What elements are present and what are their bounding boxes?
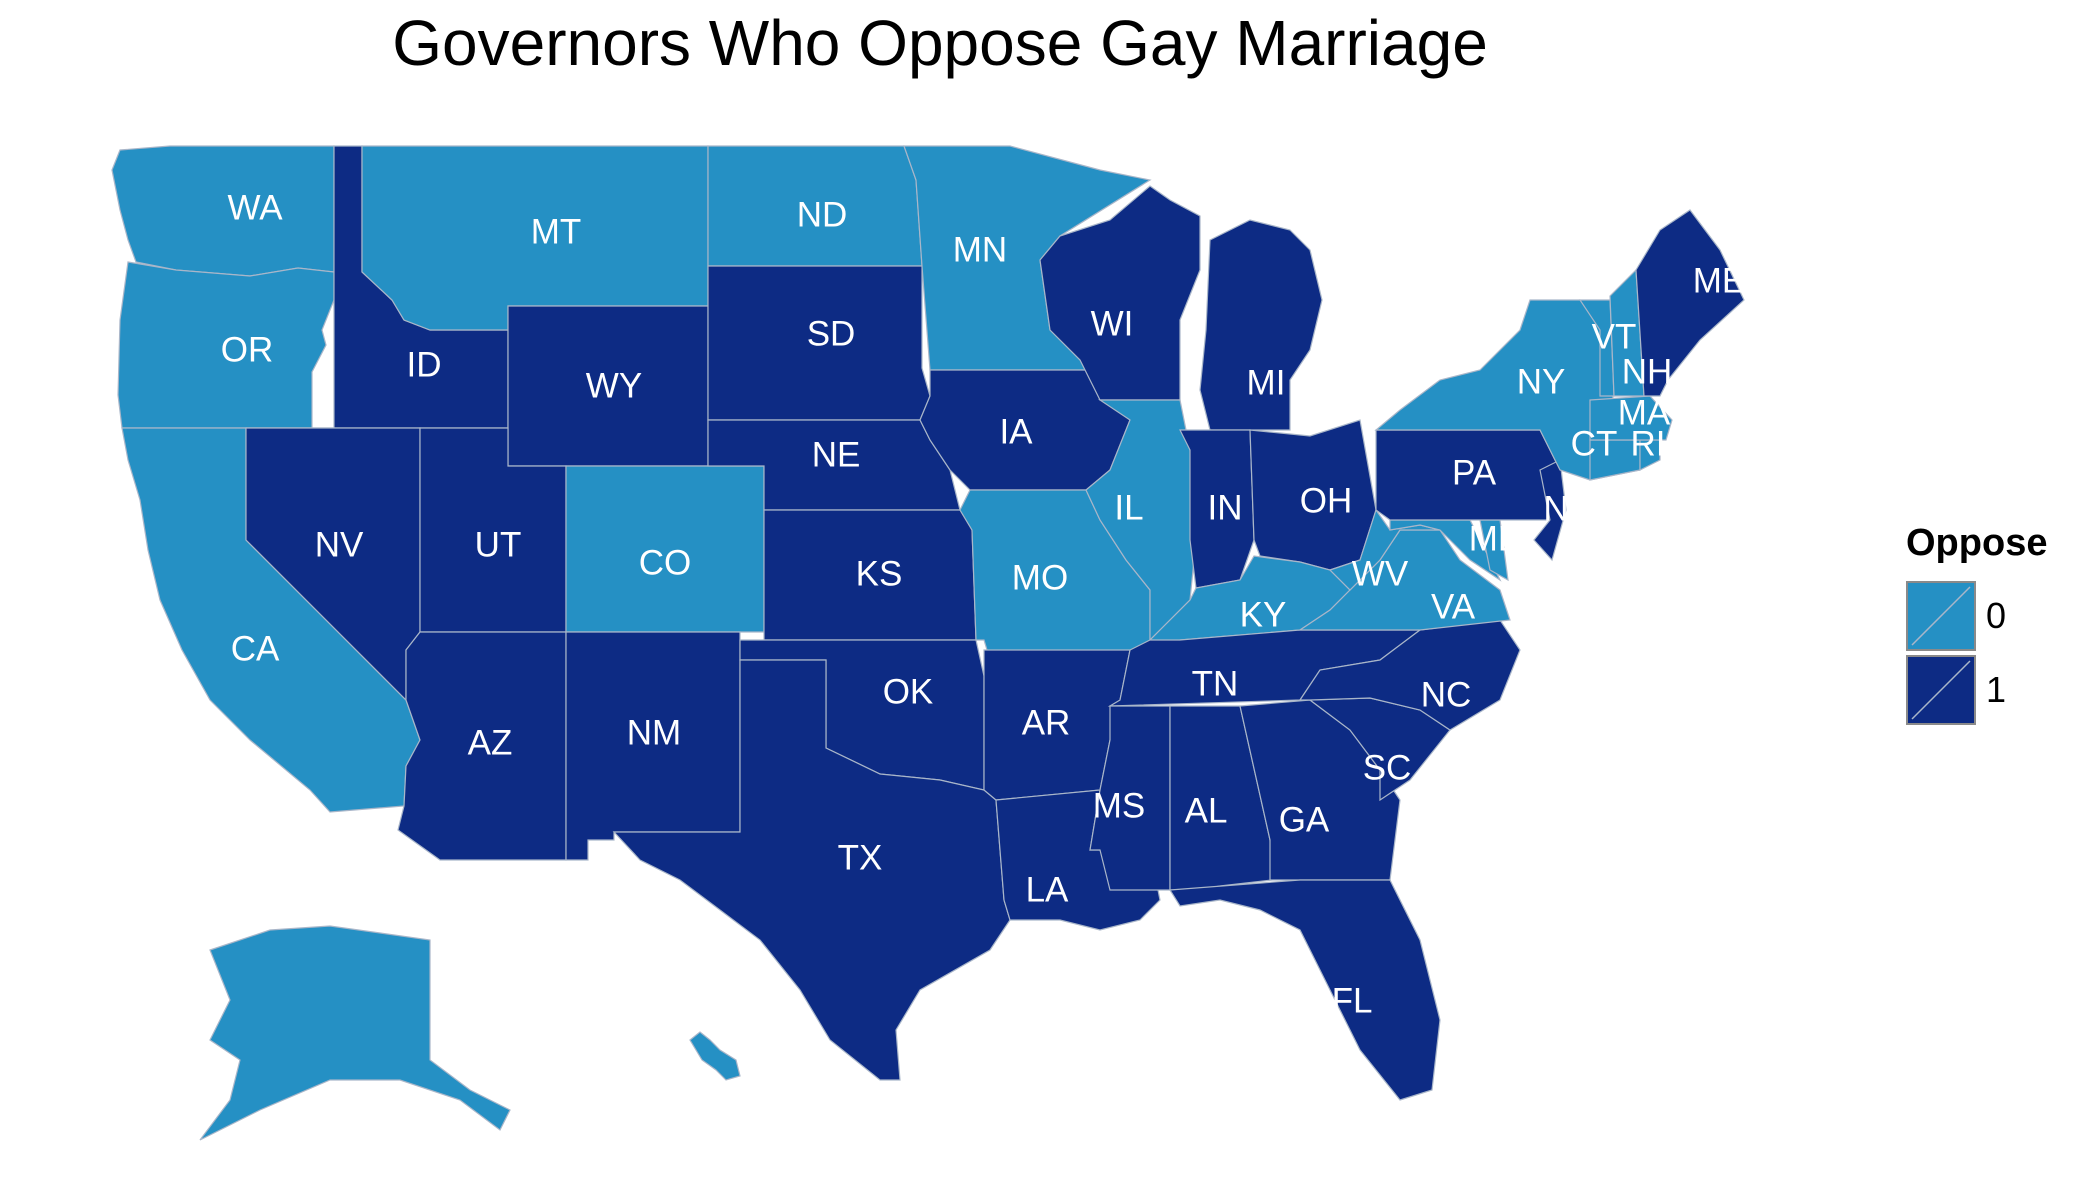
legend-item-0: 0 [1906, 579, 2076, 653]
legend-item-1: 1 [1906, 653, 2076, 727]
state-label-ks: KS [856, 554, 903, 593]
state-label-nh: NH [1622, 352, 1673, 391]
state-label-or: OR [221, 330, 274, 369]
state-label-vt: VT [1592, 317, 1637, 356]
state-label-pa: PA [1452, 453, 1497, 492]
legend: Oppose 0 1 [1906, 522, 2076, 727]
state-label-il: IL [1114, 488, 1143, 527]
state-label-sc: SC [1363, 748, 1412, 787]
state-label-ky: KY [1240, 595, 1287, 634]
state-label-id: ID [407, 345, 442, 384]
state-ak [199, 925, 511, 1141]
state-label-wa: WA [227, 188, 283, 227]
state-label-d: D [1519, 544, 1544, 583]
state-label-in: IN [1208, 488, 1243, 527]
state-label-nm: NM [627, 713, 681, 752]
state-label-md: MD [1469, 519, 1523, 558]
state-label-nc: NC [1421, 675, 1472, 714]
state-label-oh: OH [1300, 481, 1353, 520]
state-label-ma: MA [1618, 393, 1671, 432]
map-title: Governors Who Oppose Gay Marriage [392, 7, 1488, 79]
state-label-fl: FL [1332, 981, 1373, 1020]
state-label-tx: TX [838, 838, 883, 877]
state-label-sd: SD [807, 314, 856, 353]
state-or [117, 261, 335, 429]
state-vt [1578, 299, 1615, 397]
state-label-ne: NE [812, 435, 861, 474]
state-label-nv: NV [315, 525, 364, 564]
state-hi [689, 1031, 741, 1081]
state-nc [1298, 619, 1521, 731]
state-label-ms: MS [1093, 786, 1146, 825]
state-label-ia: IA [999, 412, 1033, 451]
state-label-az: AZ [468, 723, 513, 762]
state-label-va: VA [1431, 587, 1476, 626]
state-md [1389, 519, 1502, 582]
state-label-ny: NY [1517, 362, 1566, 401]
state-va [1298, 529, 1511, 631]
state-label-co: CO [639, 543, 692, 582]
state-me [1635, 209, 1745, 397]
state-label-me: ME [1693, 261, 1746, 300]
legend-title: Oppose [1906, 522, 2048, 564]
state-label-wi: WI [1091, 304, 1134, 343]
legend-key-0 [1906, 581, 1976, 651]
state-label-la: LA [1026, 870, 1069, 909]
legend-key-1 [1906, 655, 1976, 725]
state-az [397, 631, 567, 861]
state-label-ct: CT [1571, 424, 1618, 463]
state-label-ut: UT [475, 525, 522, 564]
state-label-wv: WV [1352, 554, 1409, 593]
state-mi [1199, 219, 1323, 431]
state-wi [1039, 185, 1201, 401]
state-label-mo: MO [1012, 558, 1068, 597]
state-label-tn: TN [1192, 664, 1239, 703]
state-label-n: N [1543, 489, 1568, 528]
state-label-nd: ND [797, 195, 848, 234]
state-label-mi: MI [1247, 363, 1286, 402]
legend-label-1: 1 [1986, 669, 2007, 710]
state-label-mn: MN [953, 230, 1007, 269]
state-label-wy: WY [586, 366, 642, 405]
state-fl [1168, 879, 1441, 1101]
state-label-mt: MT [531, 212, 582, 251]
state-label-ri: RI [1631, 424, 1666, 463]
state-label-ar: AR [1022, 703, 1071, 742]
state-tx [612, 659, 1011, 1081]
state-label-al: AL [1185, 791, 1228, 830]
legend-label-0: 0 [1986, 595, 2007, 636]
state-label-ga: GA [1279, 800, 1330, 839]
state-label-ok: OK [883, 672, 934, 711]
state-wa [111, 145, 335, 277]
state-label-ca: CA [231, 629, 280, 668]
